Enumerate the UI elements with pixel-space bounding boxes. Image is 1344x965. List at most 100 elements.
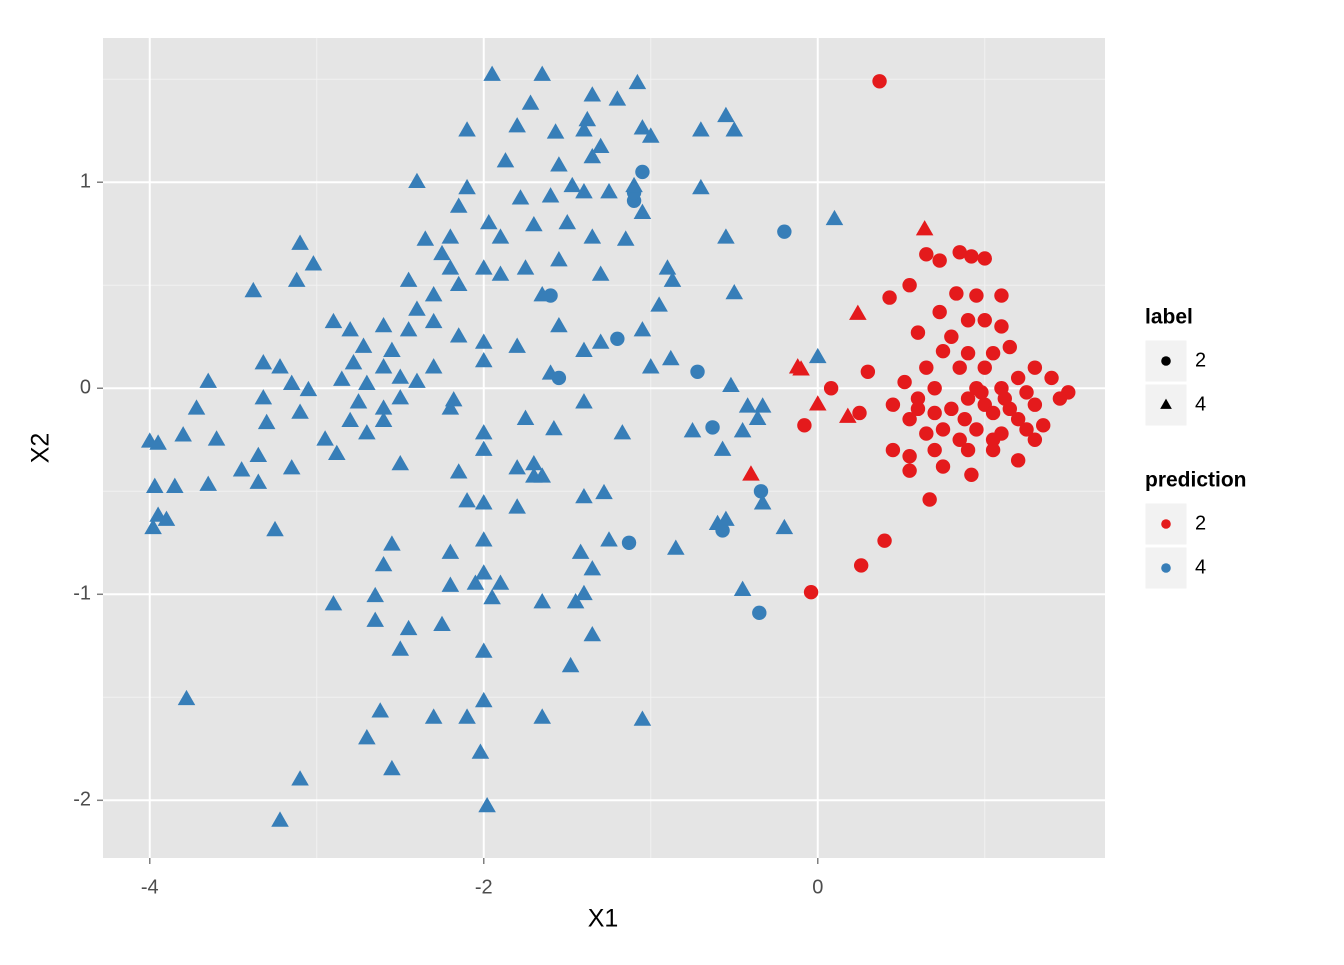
point <box>919 360 934 375</box>
point <box>479 213 498 230</box>
point <box>324 595 343 611</box>
point <box>254 389 273 405</box>
point <box>1019 385 1034 400</box>
point <box>641 127 660 143</box>
point <box>441 259 460 275</box>
point <box>546 123 565 139</box>
point <box>985 442 1001 458</box>
point <box>777 224 792 239</box>
point <box>474 564 493 580</box>
point <box>960 346 976 361</box>
point <box>1044 370 1059 386</box>
point <box>408 372 426 388</box>
point <box>449 197 468 213</box>
point <box>533 467 551 483</box>
point <box>591 137 610 154</box>
point <box>474 531 493 547</box>
point <box>383 759 401 776</box>
point <box>575 121 593 137</box>
point <box>144 518 162 535</box>
point <box>932 304 947 320</box>
point <box>733 422 752 438</box>
point <box>458 121 476 137</box>
point <box>358 374 376 390</box>
point <box>304 255 323 271</box>
point <box>550 251 568 267</box>
point <box>433 615 451 631</box>
point <box>391 368 410 384</box>
point <box>374 316 393 333</box>
point <box>399 321 418 337</box>
point <box>1010 370 1026 386</box>
point <box>516 259 535 275</box>
point <box>341 321 359 337</box>
point <box>705 420 720 435</box>
point <box>374 358 393 374</box>
point <box>641 358 660 374</box>
point <box>441 543 460 559</box>
point <box>474 440 493 456</box>
point <box>960 442 976 458</box>
point <box>391 454 410 471</box>
point <box>399 619 418 636</box>
point <box>1027 432 1043 447</box>
point <box>244 281 263 298</box>
point <box>358 729 376 745</box>
point <box>994 288 1009 303</box>
point <box>232 461 251 477</box>
point <box>952 245 967 260</box>
point <box>725 283 744 300</box>
point <box>508 117 526 133</box>
point <box>328 444 346 460</box>
point <box>474 259 493 275</box>
point <box>474 424 493 440</box>
point <box>271 811 289 827</box>
point <box>449 463 468 479</box>
point <box>969 288 984 303</box>
point <box>985 405 1001 421</box>
y-tick-label: -2 <box>73 789 91 811</box>
point <box>977 360 992 375</box>
point <box>708 514 727 531</box>
point <box>667 539 685 555</box>
point <box>441 228 460 244</box>
marks <box>140 65 1076 827</box>
point <box>550 316 568 333</box>
y-tick-label: 0 <box>80 377 91 399</box>
point <box>610 331 625 347</box>
point <box>157 510 176 526</box>
point <box>424 312 443 329</box>
point <box>374 411 393 428</box>
point <box>424 358 443 374</box>
point <box>935 343 951 359</box>
point <box>717 106 735 123</box>
point <box>541 364 560 380</box>
point <box>877 533 892 548</box>
point <box>595 483 613 500</box>
point <box>1010 411 1026 427</box>
point <box>525 216 543 232</box>
point <box>583 148 602 164</box>
point <box>949 286 964 301</box>
point <box>441 576 460 592</box>
point <box>985 432 1001 447</box>
point <box>525 454 543 471</box>
point <box>713 440 732 456</box>
point <box>662 349 680 366</box>
point <box>474 351 493 368</box>
point <box>344 354 363 370</box>
point <box>839 407 857 423</box>
point <box>628 73 647 90</box>
point <box>852 405 867 421</box>
point <box>635 164 650 180</box>
point <box>566 593 585 609</box>
point <box>271 358 289 374</box>
point <box>860 364 876 379</box>
point <box>722 376 740 393</box>
point <box>591 265 610 281</box>
point <box>187 399 206 415</box>
point <box>1052 391 1068 406</box>
point <box>177 689 196 706</box>
point <box>872 74 887 89</box>
point <box>849 304 867 320</box>
